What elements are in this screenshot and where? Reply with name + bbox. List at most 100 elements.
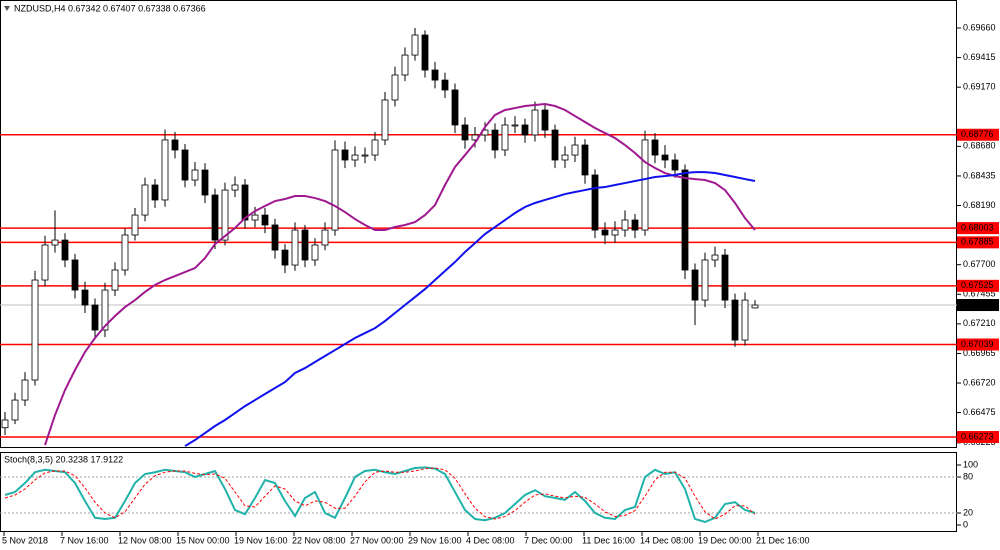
level-label: 0.67525 bbox=[961, 280, 994, 290]
candle-body bbox=[261, 214, 269, 226]
level-label: 0.67039 bbox=[961, 339, 994, 349]
x-tick-label: 21 Dec 16:00 bbox=[756, 535, 810, 545]
level-label-box bbox=[957, 128, 999, 141]
y-tick-label: 80 bbox=[963, 471, 973, 481]
y-tick-label: 100 bbox=[963, 459, 978, 469]
last-price-label: 0.67366 bbox=[961, 299, 994, 309]
candle-body bbox=[131, 214, 139, 236]
y-tick-label: 0.67700 bbox=[963, 259, 996, 269]
candle-body bbox=[341, 149, 349, 161]
indicator-line bbox=[4, 467, 756, 520]
x-tick-label: 4 Dec 08:00 bbox=[466, 535, 515, 545]
candle-body bbox=[371, 139, 379, 156]
candle-body bbox=[721, 254, 729, 301]
indicator-line bbox=[4, 466, 756, 524]
candle-body bbox=[521, 124, 529, 136]
candle-body bbox=[191, 169, 199, 181]
candle-body bbox=[351, 154, 359, 161]
y-tick-label: 0.66720 bbox=[963, 377, 996, 387]
candle-body bbox=[551, 129, 559, 161]
candle-body bbox=[681, 169, 689, 271]
x-tick-label: 11 Dec 16:00 bbox=[582, 535, 635, 545]
candle-body bbox=[391, 74, 399, 101]
candle-body bbox=[441, 79, 449, 91]
candle-body bbox=[501, 124, 509, 151]
y-tick-label: 0.69660 bbox=[963, 22, 996, 32]
indicator-line bbox=[184, 171, 756, 447]
x-tick-label: 12 Nov 08:00 bbox=[118, 535, 172, 545]
candle-body bbox=[431, 69, 439, 81]
candle-body bbox=[631, 219, 639, 231]
candle-body bbox=[591, 174, 599, 231]
last-price-box bbox=[957, 299, 999, 312]
level-label: 0.66273 bbox=[961, 431, 994, 441]
candle-body bbox=[531, 109, 539, 136]
candle-body bbox=[311, 244, 319, 261]
x-tick-label: 7 Nov 16:00 bbox=[60, 535, 109, 545]
candle-body bbox=[581, 144, 589, 176]
candle-body bbox=[451, 89, 459, 126]
candle-body bbox=[361, 154, 369, 157]
candle-body bbox=[571, 144, 579, 156]
candle-body bbox=[71, 259, 79, 291]
candle-body bbox=[171, 139, 179, 151]
candle-body bbox=[211, 194, 219, 241]
y-tick-label: 0.68190 bbox=[963, 200, 996, 210]
candle-body bbox=[161, 139, 169, 201]
x-tick-label: 7 Dec 00:00 bbox=[524, 535, 573, 545]
candle-body bbox=[121, 234, 129, 271]
candle-body bbox=[181, 149, 189, 181]
candle-body bbox=[31, 279, 39, 381]
level-label: 0.68003 bbox=[961, 222, 994, 232]
y-tick-label: 0.68680 bbox=[963, 141, 996, 151]
candle-body bbox=[511, 124, 519, 127]
candle-body bbox=[641, 139, 649, 231]
candle-body bbox=[741, 299, 749, 341]
candle-body bbox=[41, 244, 49, 281]
candle-body bbox=[221, 189, 229, 241]
candle-body bbox=[51, 239, 59, 246]
x-tick-label: 14 Dec 08:00 bbox=[640, 535, 694, 545]
y-tick-label: 0.68435 bbox=[963, 170, 996, 180]
stoch-title: Stoch(8,3,5) 20.3238 17.9122 bbox=[4, 454, 123, 464]
candle-body bbox=[621, 219, 629, 231]
candle-body bbox=[411, 34, 419, 56]
y-tick-label: 0.69170 bbox=[963, 82, 996, 92]
candle-body bbox=[231, 184, 239, 191]
candle-body bbox=[281, 249, 289, 266]
x-tick-label: 27 Nov 00:00 bbox=[350, 535, 404, 545]
chart-title: NZDUSD,H4 0.67342 0.67407 0.67338 0.6736… bbox=[14, 3, 206, 13]
candle-body bbox=[101, 289, 109, 331]
candle-body bbox=[711, 254, 719, 261]
candle-body bbox=[151, 184, 159, 201]
y-tick-label: 0.69415 bbox=[963, 52, 996, 62]
indicator-line bbox=[44, 102, 756, 446]
y-tick-label: 0.67210 bbox=[963, 318, 996, 328]
candle-body bbox=[401, 54, 409, 76]
y-tick-label: 0.67455 bbox=[963, 289, 996, 299]
x-tick-label: 29 Nov 16:00 bbox=[408, 535, 462, 545]
candle-body bbox=[1, 419, 9, 429]
candle-body bbox=[381, 99, 389, 141]
candle-body bbox=[91, 304, 99, 331]
candle-body bbox=[491, 129, 499, 151]
candle-body bbox=[651, 139, 659, 156]
y-tick-label: 0 bbox=[963, 519, 968, 529]
candle-body bbox=[61, 239, 69, 261]
candle-body bbox=[421, 34, 429, 71]
candle-body bbox=[291, 229, 299, 266]
candle-body bbox=[461, 124, 469, 141]
candle-body bbox=[271, 224, 279, 251]
candle-body bbox=[671, 159, 679, 171]
candle-body bbox=[691, 269, 699, 301]
x-tick-label: 19 Dec 00:00 bbox=[698, 535, 752, 545]
candle-body bbox=[21, 379, 29, 401]
y-tick-label: 0.66965 bbox=[963, 348, 996, 358]
candle-body bbox=[241, 184, 249, 221]
candle-body bbox=[701, 259, 709, 301]
candle-body bbox=[561, 154, 569, 161]
x-tick-label: 22 Nov 08:00 bbox=[292, 535, 346, 545]
x-tick-label: 19 Nov 16:00 bbox=[234, 535, 288, 545]
